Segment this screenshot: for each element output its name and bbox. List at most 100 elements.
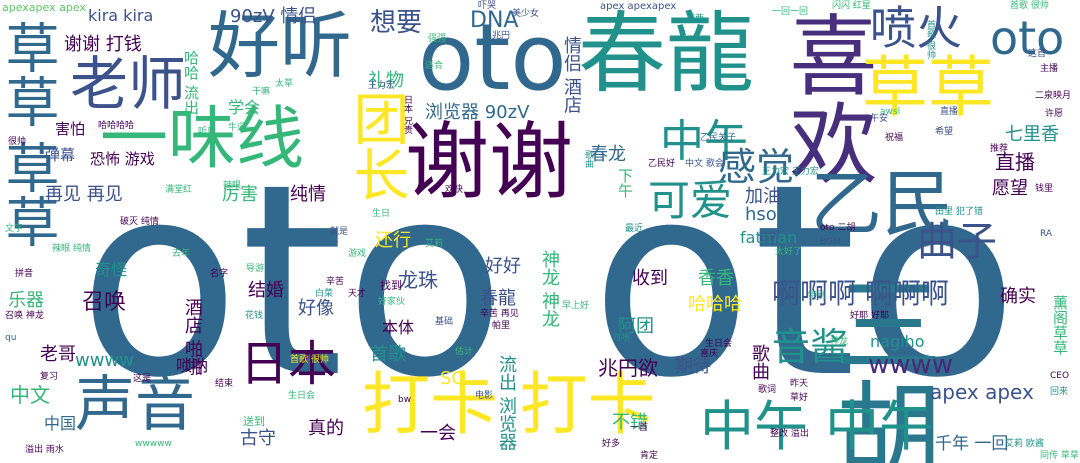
word-cloud-word: 喷火 [870,1,962,55]
word-cloud-word: DNA [470,8,519,33]
word-cloud-word: 害怕 [55,120,86,138]
word-cloud-word: 花钱 [245,311,264,321]
word-cloud-word: 可爱 [648,176,733,225]
word-cloud-word: 特别 [808,291,827,301]
word-cloud-word: 千年 一回 [935,434,1009,454]
word-cloud-word: 中午 中午 [700,395,934,458]
word-cloud-word: 辣眼 [223,181,242,191]
word-cloud-word: 厉害 [222,184,258,205]
word-cloud-word: 七里香 [1005,124,1059,145]
word-cloud-word: 三胡 [818,270,941,463]
word-cloud-word: awsl [880,107,901,117]
word-cloud-word: 很帅 [8,137,27,147]
word-cloud-word: 午安 [870,114,889,124]
word-cloud-word: RA [1040,229,1053,239]
word-cloud-word: 天才 [348,289,367,299]
word-cloud-word: 送到 [243,415,265,428]
word-cloud-word: 礼物 [368,70,404,91]
word-cloud-word: apex apexapex [600,1,677,12]
word-cloud-word: 期待 [675,356,711,377]
word-cloud-word: 王力宏 [368,81,396,91]
word-cloud-word: 愿望 [992,178,1028,199]
word-cloud-word: 溢出 雨水 [25,445,64,455]
word-cloud-word: 歌曲 [749,344,770,380]
word-cloud-word: 阿团 [618,316,654,337]
word-cloud-word: 艾莉 [425,239,444,249]
word-cloud-word: 日本 [240,336,337,392]
word-cloud-word: 王力宏 王力宏 [762,167,819,177]
word-cloud-word: kira kira [88,6,154,25]
word-cloud-word: 主播 [1040,64,1059,74]
word-cloud-word: 昨天 [790,379,809,389]
word-cloud-word: 90zV 情侣 [230,6,317,27]
word-cloud-word: 记得 [758,233,777,243]
word-cloud-word: 草好 [790,393,809,403]
word-cloud-word: 想要 [370,8,423,38]
word-cloud-word: 神龙 [830,337,849,347]
word-cloud-word: 干嘛 [252,87,271,97]
word-cloud-word: 香香 [698,268,734,289]
word-cloud-word: 太草 [275,79,294,89]
word-cloud-word: 辛苦 [326,277,345,287]
word-cloud-word: 就是 [330,227,349,237]
word-cloud-word: 首歌 很帅 [1010,1,1049,11]
word-cloud-word: 生日会 [705,339,733,349]
word-cloud-word: 真的 [308,418,344,439]
word-cloud-word: 召唤 神龙 [5,311,44,321]
word-cloud-word: 日本 兄贵 [402,95,412,134]
word-cloud-word: 感觉 [718,145,795,189]
word-cloud-word: CEO [1050,371,1070,381]
word-cloud-word: 生日 [372,209,391,219]
word-cloud-word: 喜庆 [700,349,719,359]
word-cloud-word: 整改 溢出 [770,429,809,439]
word-cloud-word: 好耶 好耶 [850,311,889,321]
word-cloud-word: 兆円 [492,31,511,41]
word-cloud-word: 破灭 纯情 [120,217,159,227]
word-cloud-word: 谢谢 [405,113,574,211]
word-cloud-word: SC [440,368,464,389]
word-cloud-word: 浏览器 90zV [425,102,530,123]
word-cloud-word: 肯定 [640,451,659,461]
word-cloud-word: 电影 [475,391,494,401]
word-cloud-word: 恐怖 游戏 [90,150,155,168]
word-cloud-word: 估计 [455,347,474,357]
word-cloud-word: 喜欢 [775,10,878,186]
word-cloud-word: 导游 [246,264,265,274]
word-cloud-word: 好多 [602,439,621,449]
word-cloud-word: 游戏 [348,249,367,259]
word-cloud-word: 一会 [420,423,456,444]
word-cloud-word: 田里 犯了错 [935,207,983,217]
word-cloud-word: 乙民 [810,162,955,246]
word-cloud-word: 曲子 [917,219,997,265]
word-cloud-word: 复习 [40,372,59,382]
word-cloud-word: 基础 [435,317,454,327]
word-cloud-word: 欢快 [445,185,464,195]
word-cloud-word: 再见 再见 [45,184,123,205]
word-cloud-word: 吓哭 [478,1,497,11]
word-cloud-word: oto oto [78,128,1019,436]
word-cloud-word: bw [398,395,412,405]
word-cloud-word: 直播 [995,150,1035,174]
word-cloud-word: 还行 [375,230,411,251]
word-cloud-word: 许愿 [1045,109,1064,119]
word-cloud-word: 推荐 [990,144,1009,154]
word-cloud-word: 乐器 [8,290,44,311]
word-cloud-word: 帕里 [492,321,511,331]
word-cloud-word: 收到 [632,268,668,289]
word-cloud-word: 结婚 [248,280,284,301]
word-cloud-word: 弹幕 [45,146,76,164]
word-cloud-word: 这首 [1028,49,1047,59]
word-cloud-word: 一回一回 [772,7,809,17]
word-cloud-word: 老哥 [40,344,76,365]
word-cloud-word: 拼音 [15,269,34,279]
word-cloud-word: 早上好 [562,301,590,311]
word-cloud-word: hso [745,204,777,225]
word-cloud-word: 一味线 [100,100,305,179]
word-cloud-word: 最近 [625,224,644,234]
word-cloud-word: 确实 [1000,286,1036,307]
word-cloud-word: 一首 [630,423,649,433]
word-cloud-word: oto 二胡 [820,223,856,233]
word-cloud-word: 首歌 [370,344,406,365]
word-cloud-word: 找到 [380,279,402,292]
